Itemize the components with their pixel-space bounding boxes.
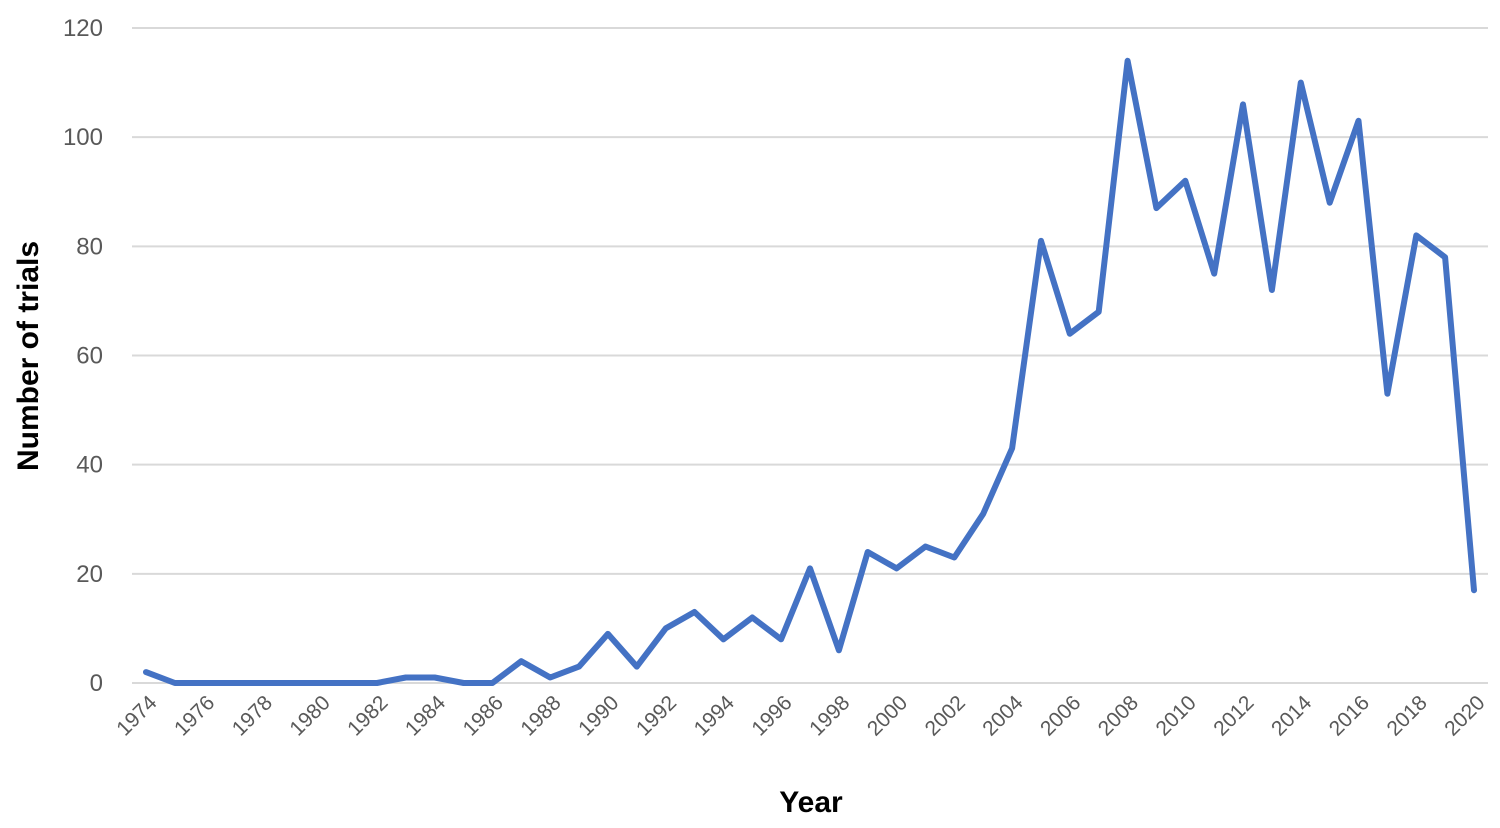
x-tick-label: 2006 (1036, 691, 1085, 740)
y-tick-label: 20 (76, 561, 103, 588)
x-tick-label: 2020 (1440, 691, 1489, 740)
y-tick-label: 80 (76, 233, 103, 260)
x-tick-label: 2016 (1325, 691, 1374, 740)
y-tick-label: 60 (76, 343, 103, 370)
x-tick-label: 1998 (805, 691, 854, 740)
y-tick-label: 120 (63, 15, 103, 42)
x-tick-label: 1992 (632, 691, 681, 740)
x-tick-label: 1982 (343, 691, 392, 740)
y-axis-ticks: 0 20 40 60 80 100 120 (63, 15, 103, 697)
series-layer (143, 57, 1477, 686)
x-tick-label: 1988 (516, 691, 565, 740)
x-tick-label: 2014 (1267, 691, 1317, 741)
x-tick-label: 1986 (459, 691, 508, 740)
x-tick-label: 1996 (747, 691, 796, 740)
x-axis-title: Year (779, 786, 843, 819)
x-tick-label: 2000 (863, 691, 912, 740)
x-tick-label: 1994 (690, 691, 740, 741)
y-tick-label: 0 (90, 670, 103, 697)
x-tick-label: 2008 (1094, 691, 1143, 740)
x-tick-label: 1984 (401, 691, 451, 741)
gridlines (132, 27, 1488, 684)
x-tick-label: 2004 (978, 691, 1028, 741)
x-axis-ticks: 1974 1976 1978 1980 1982 1984 1986 1988 1990 1992… (112, 691, 1489, 741)
x-tick-label: 2018 (1382, 691, 1431, 740)
x-tick-label: 2010 (1152, 691, 1201, 740)
x-tick-label: 1976 (170, 691, 219, 740)
series-line (143, 57, 1477, 686)
y-tick-label: 100 (63, 124, 103, 151)
x-tick-label: 2012 (1209, 691, 1258, 740)
y-tick-label: 40 (76, 452, 103, 479)
x-tick-label: 1978 (228, 691, 277, 740)
x-tick-label: 2002 (921, 691, 970, 740)
y-axis-title: Number of trials (12, 241, 45, 471)
x-tick-label: 1974 (112, 691, 162, 741)
x-tick-label: 1980 (285, 691, 334, 740)
x-tick-label: 1990 (574, 691, 623, 740)
